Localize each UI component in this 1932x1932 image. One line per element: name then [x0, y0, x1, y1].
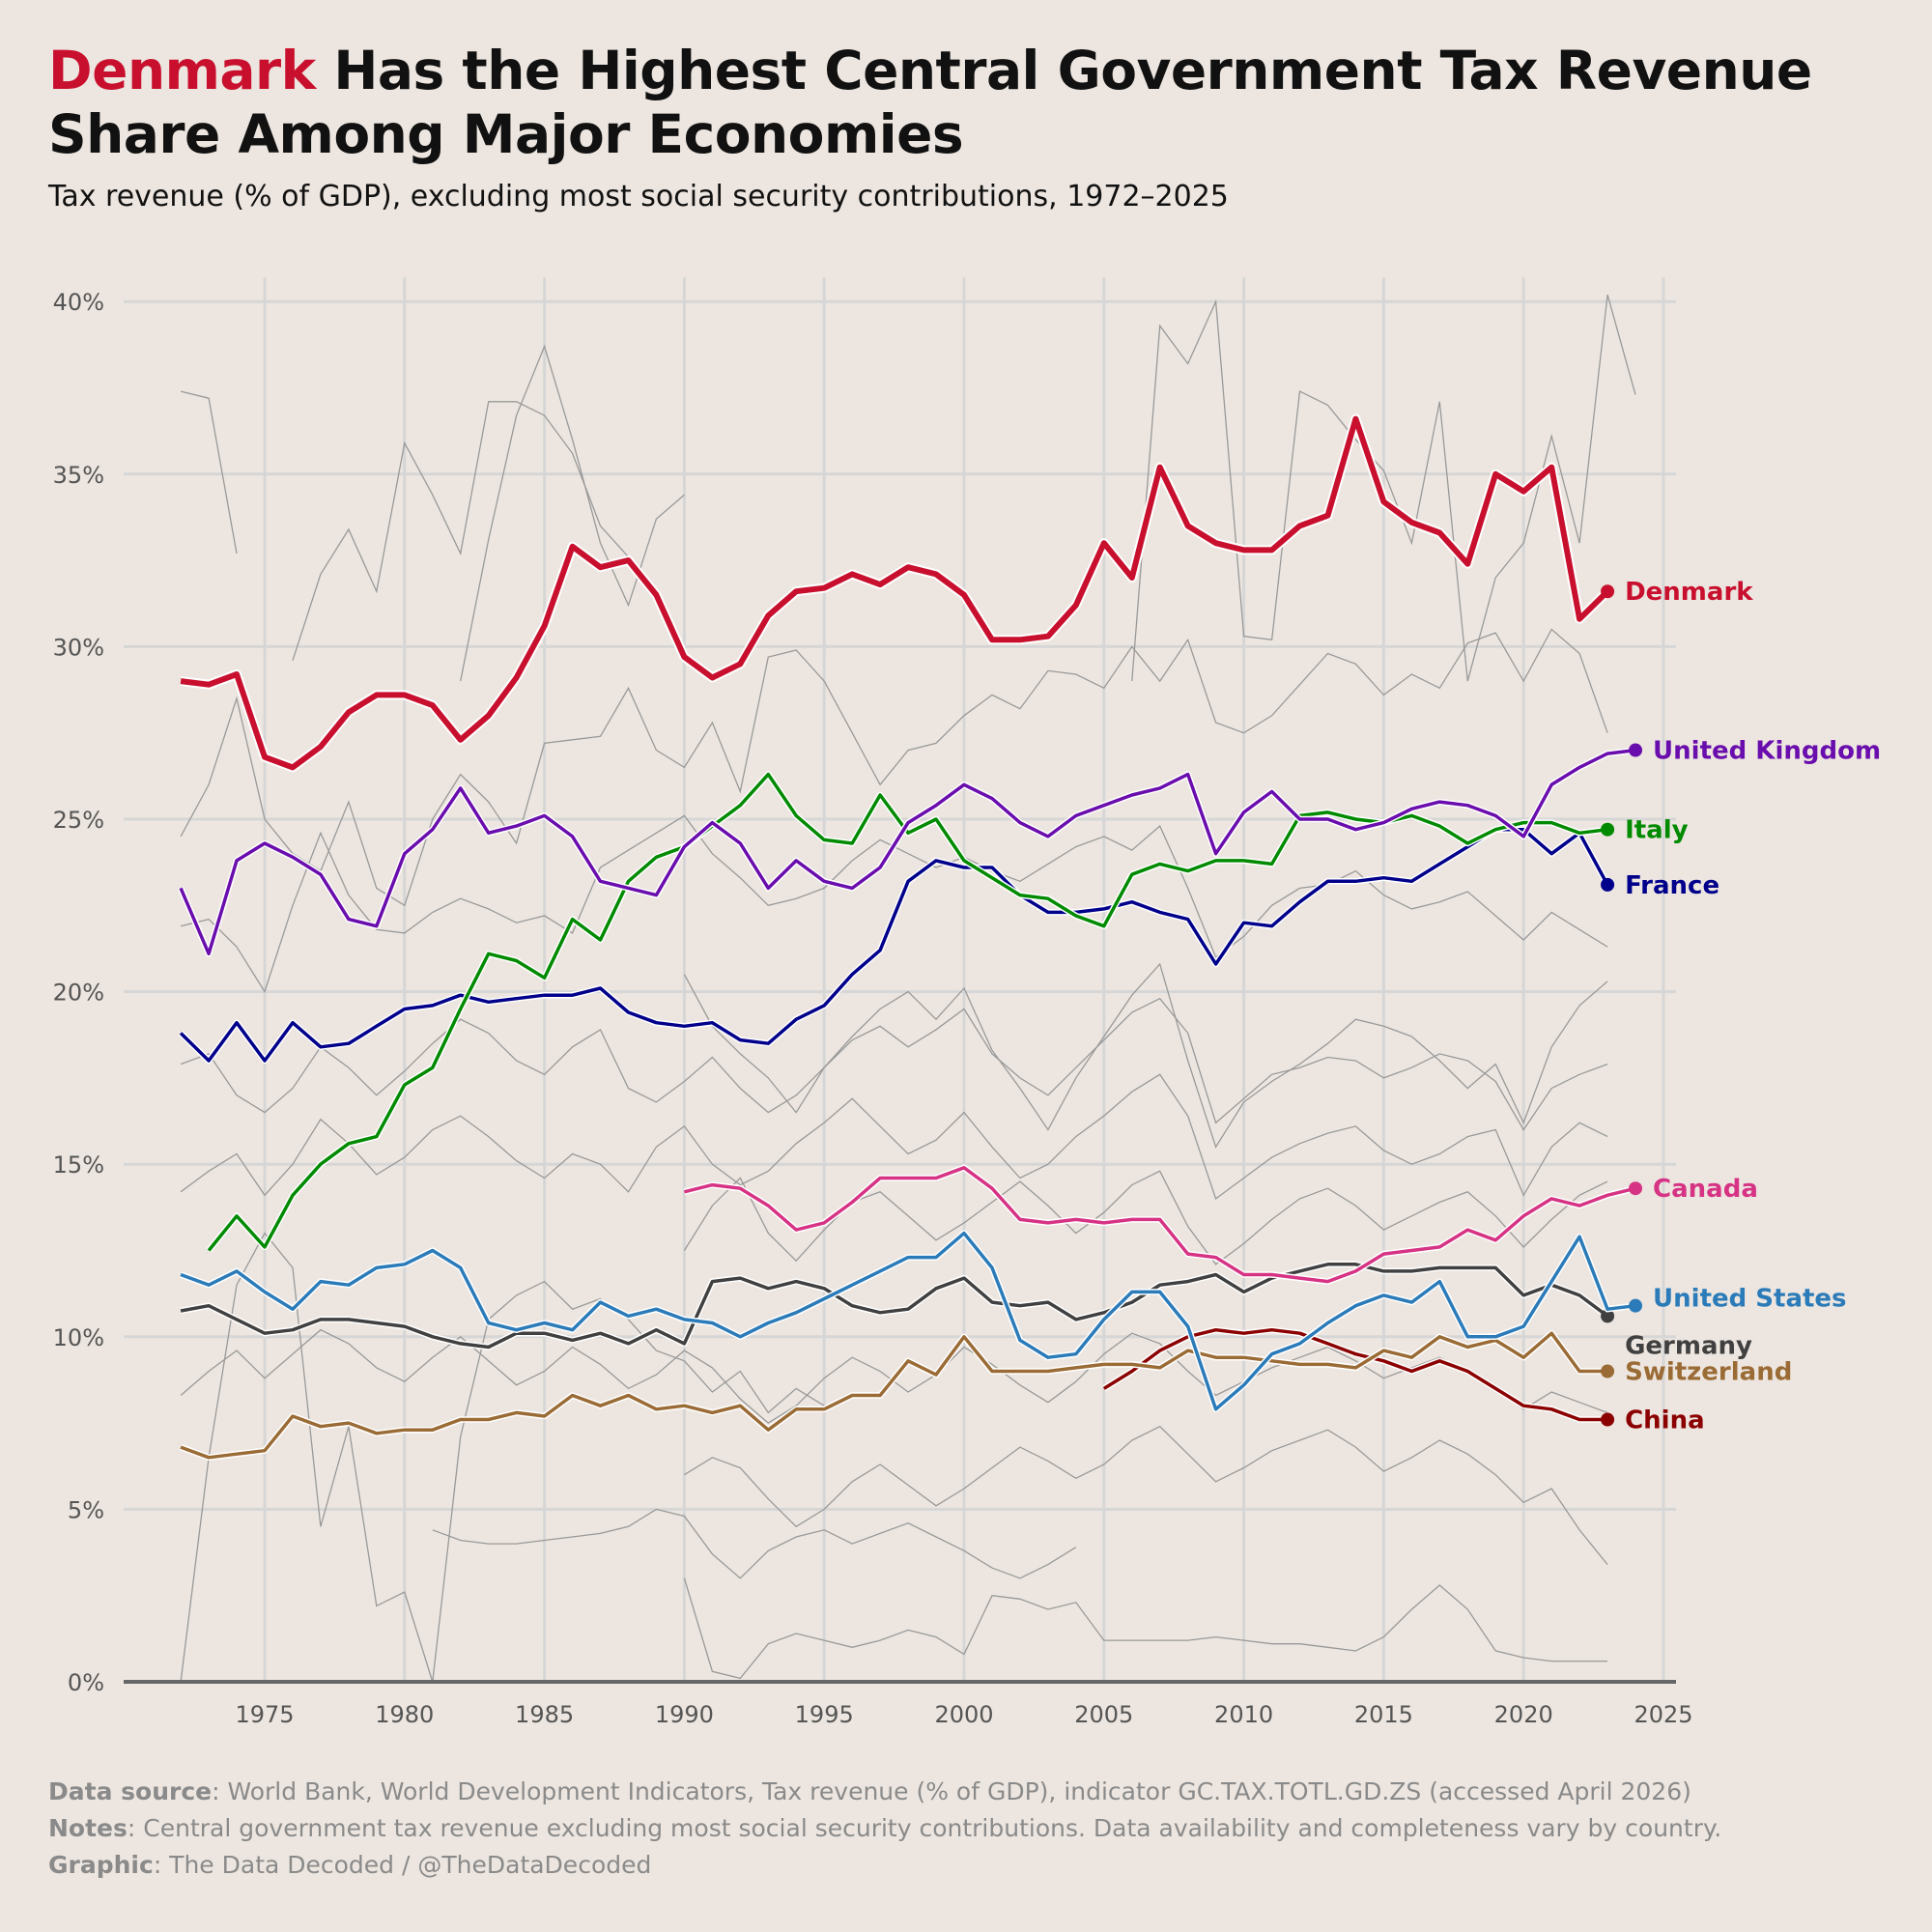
united-kingdom-label: United Kingdom [1653, 737, 1881, 766]
y-tick-label: 35% [53, 462, 104, 489]
canada-line [683, 1166, 1636, 1284]
background-country-line [180, 1073, 1608, 1200]
title-highlight: Denmark [48, 40, 316, 101]
y-tick-label: 25% [53, 807, 104, 834]
canada-label: Canada [1653, 1175, 1758, 1204]
x-tick-label: 1985 [515, 1701, 574, 1728]
italy-label: Italy [1625, 816, 1689, 845]
united-states-end-point [1629, 1298, 1643, 1313]
switzerland-end-point [1601, 1364, 1615, 1378]
x-tick-label: 2025 [1634, 1701, 1692, 1728]
background-lines [180, 294, 1636, 1683]
x-tick-label: 2000 [934, 1701, 993, 1728]
title-rest: Has the Highest Central Government Tax R… [48, 40, 1812, 165]
denmark-line [180, 415, 1610, 771]
canada-end-point [1629, 1181, 1643, 1196]
source-label: Data source [48, 1777, 213, 1805]
footer-notes: Notes: Central government tax revenue ex… [48, 1810, 1721, 1847]
x-tick-label: 2005 [1074, 1701, 1133, 1728]
footer-graphic: Graphic: The Data Decoded / @TheDataDeco… [48, 1847, 1721, 1884]
denmark-end-point [1601, 584, 1615, 599]
germany-line [180, 1263, 1609, 1350]
background-country-line [180, 390, 238, 554]
background-country-line [1131, 294, 1636, 682]
background-country-line [684, 1425, 1608, 1566]
switzerland-label: Switzerland [1625, 1358, 1792, 1387]
china-end-point [1601, 1412, 1615, 1427]
italy-line [207, 772, 1608, 1252]
x-tick-label: 1990 [655, 1701, 714, 1728]
x-tick-label: 1980 [375, 1701, 434, 1728]
united-kingdom-line [179, 748, 1636, 956]
x-tick-label: 2020 [1494, 1701, 1553, 1728]
chart-subtitle: Tax revenue (% of GDP), excluding most s… [48, 180, 1229, 213]
y-tick-label: 0% [68, 1669, 104, 1696]
united-states-label: United States [1653, 1285, 1847, 1314]
source-text: : World Bank, World Development Indicato… [212, 1777, 1691, 1805]
x-tick-label: 2015 [1354, 1701, 1413, 1728]
france-line-halo [178, 826, 1610, 1065]
germany-end-point [1601, 1309, 1615, 1323]
background-country-line [180, 1232, 825, 1683]
y-tick-label: 30% [53, 634, 104, 661]
graphic-label: Graphic [48, 1851, 154, 1879]
y-tick-label: 40% [53, 289, 104, 316]
canada-line-halo [683, 1164, 1636, 1285]
denmark-label: Denmark [1625, 578, 1753, 607]
y-tick-label: 20% [53, 980, 104, 1007]
x-tick-label: 1995 [795, 1701, 854, 1728]
france-line [179, 827, 1609, 1063]
background-country-line [432, 1508, 1077, 1579]
italy-end-point [1601, 822, 1615, 837]
background-country-line [460, 344, 685, 682]
footer: Data source: World Bank, World Developme… [48, 1774, 1721, 1884]
axes: 0% 5% 10% 15% 20% 25% 30% 35% 40% 1975 1980 1985 199… [53, 289, 1693, 1728]
switzerland-line [180, 1331, 1608, 1460]
united-kingdom-line-halo [178, 747, 1636, 957]
y-tick-label: 5% [68, 1496, 104, 1523]
chart-title: Denmark Has the Highest Central Governme… [48, 39, 1922, 166]
footer-source: Data source: World Bank, World Developme… [48, 1774, 1721, 1810]
x-tick-label: 1975 [235, 1701, 294, 1728]
united-states-line [180, 1231, 1636, 1411]
background-country-line [683, 1577, 1608, 1680]
china-line [1102, 1327, 1608, 1422]
china-label: China [1625, 1406, 1705, 1435]
notes-label: Notes [48, 1814, 128, 1842]
graphic-text: : The Data Decoded / @TheDataDecoded [153, 1851, 652, 1879]
germany-label: Germany [1625, 1331, 1752, 1360]
y-tick-label: 15% [53, 1151, 104, 1179]
united-states-line-halo [179, 1230, 1636, 1413]
united-kingdom-end-point [1629, 743, 1643, 757]
notes-text: : Central government tax revenue excludi… [127, 1814, 1722, 1842]
background-country-line [683, 962, 1608, 1149]
germany-line-halo [180, 1261, 1610, 1350]
background-country-line [292, 401, 629, 661]
background-country-line [180, 628, 1608, 907]
denmark-line-halo [180, 413, 1611, 773]
x-tick-label: 2010 [1214, 1701, 1273, 1728]
france-label: France [1625, 871, 1719, 900]
grid [124, 277, 1676, 1682]
y-tick-label: 10% [53, 1324, 104, 1351]
france-end-point [1601, 877, 1615, 892]
background-country-line [180, 997, 1608, 1131]
highlight-lines [178, 413, 1643, 1462]
